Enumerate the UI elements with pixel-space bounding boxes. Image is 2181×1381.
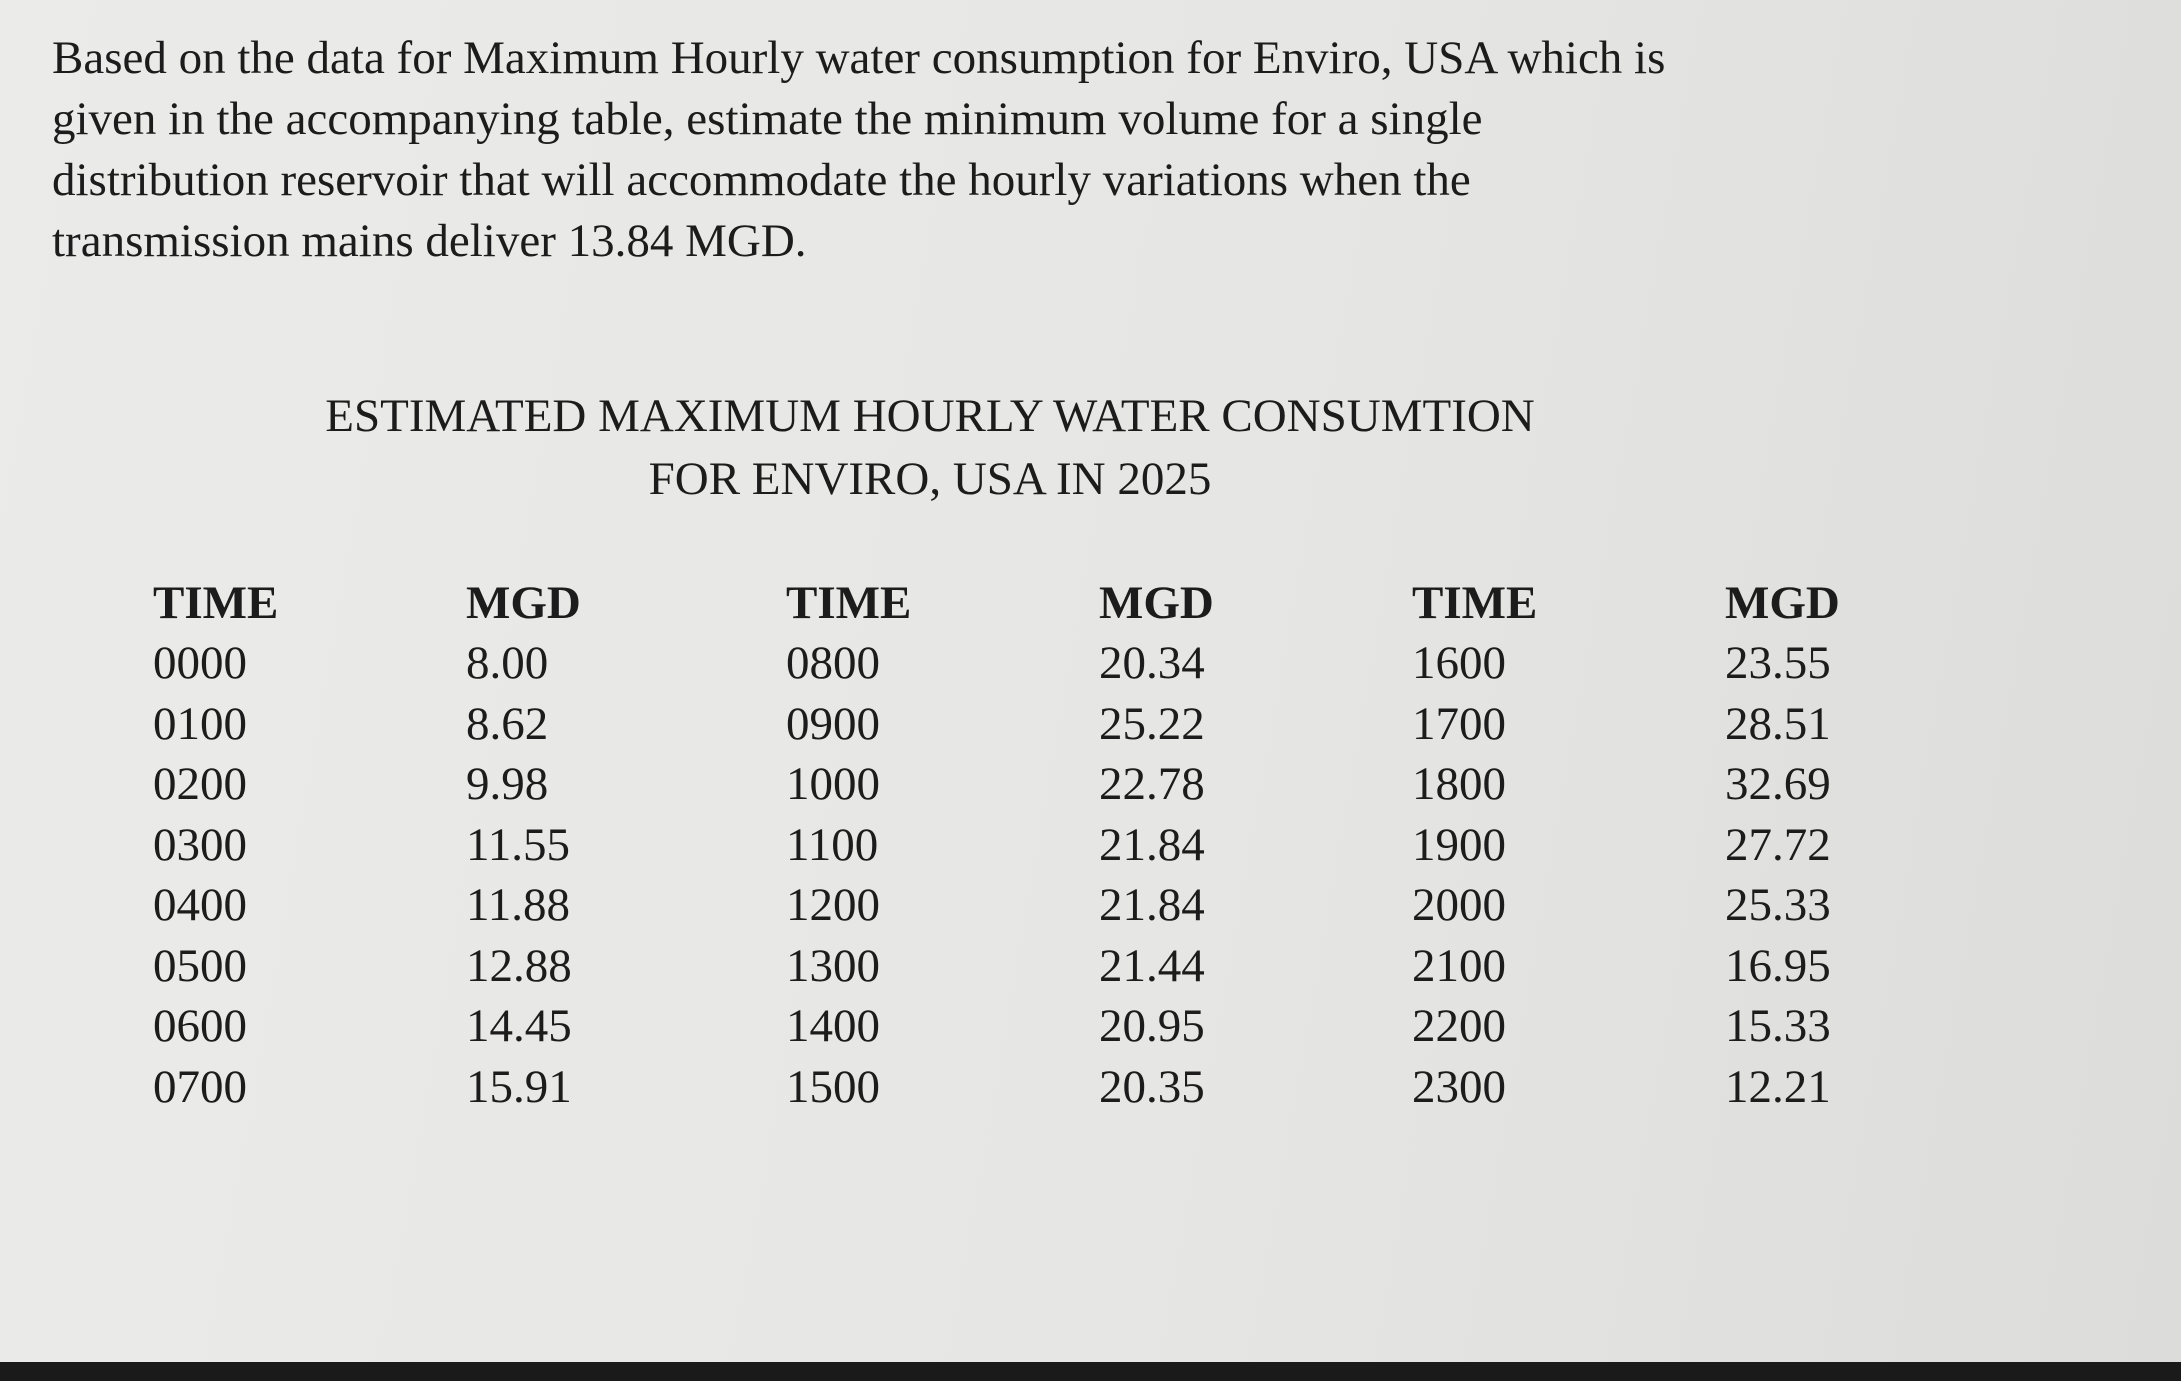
table-cell: 2300 [1412,1060,1506,1113]
table-header: TIME [786,577,912,629]
table-cell: 12.88 [466,939,572,992]
table-cell: 9.98 [466,758,549,810]
table-cell: 8.62 [466,697,549,750]
table-cell: 11.88 [466,879,571,931]
table-cell: 15.33 [1725,1000,1831,1052]
table-cell: 1900 [1412,818,1506,871]
table-cell: 2000 [1412,879,1506,931]
table-cell: 2200 [1412,1000,1506,1052]
problem-line: distribution reservoir that will accommo… [52,154,1471,206]
table-cell: 27.72 [1725,818,1831,871]
table-cell: 1700 [1412,697,1506,750]
table-cell: 8.00 [466,637,549,689]
table-cell: 1600 [1412,637,1506,689]
problem-line: given in the accompanying table, estimat… [52,93,1483,145]
table-cell: 0200 [153,758,247,810]
table-cell: 25.33 [1725,879,1831,931]
table-cell: 20.35 [1099,1060,1205,1113]
table-cell: 22.78 [1099,758,1205,810]
table-cell: 1400 [786,1000,880,1052]
table-header: MGD [1099,577,1214,629]
table-cell: 20.95 [1099,1000,1205,1052]
table-header: MGD [466,577,581,629]
table-cell: 21.44 [1099,939,1205,992]
table-cell: 0400 [153,879,247,931]
table-cell: 0100 [153,697,247,750]
table-header: TIME [153,577,279,629]
table-title: ESTIMATED MAXIMUM HOURLY WATER CONSUMTIO… [325,390,1535,442]
table-cell: 1300 [786,939,880,992]
table-cell: 25.22 [1099,697,1205,750]
table-title: FOR ENVIRO, USA IN 2025 [648,453,1212,505]
table-cell: 0700 [153,1060,247,1113]
table-cell: 21.84 [1099,818,1205,871]
table-cell: 32.69 [1725,758,1831,810]
table-cell: 20.34 [1099,637,1205,689]
problem-line: Based on the data for Maximum Hourly wat… [52,32,1666,84]
table-cell: 16.95 [1725,939,1831,992]
table-cell: 0600 [153,1000,247,1052]
table-cell: 28.51 [1725,697,1831,750]
table-cell: 1500 [786,1060,880,1113]
table-cell: 1000 [786,758,880,810]
table-cell: 14.45 [466,1000,572,1052]
table-cell: 11.55 [466,818,571,871]
table-header: MGD [1725,577,1840,629]
table-cell: 2100 [1412,939,1506,992]
table-cell: 0500 [153,939,247,992]
table-cell: 23.55 [1725,637,1831,689]
table-cell: 1100 [786,818,879,871]
table-cell: 0300 [153,818,247,871]
table-header: TIME [1412,577,1538,629]
table-cell: 0800 [786,637,880,689]
table-cell: 15.91 [466,1060,572,1113]
problem-line: transmission mains deliver 13.84 MGD. [52,215,807,267]
table-cell: 0900 [786,697,880,750]
table-cell: 0000 [153,637,247,689]
table-cell: 12.21 [1725,1060,1831,1113]
screen-edge [0,1362,2181,1381]
table-cell: 1200 [786,879,880,931]
table-cell: 1800 [1412,758,1506,810]
table-cell: 21.84 [1099,879,1205,931]
